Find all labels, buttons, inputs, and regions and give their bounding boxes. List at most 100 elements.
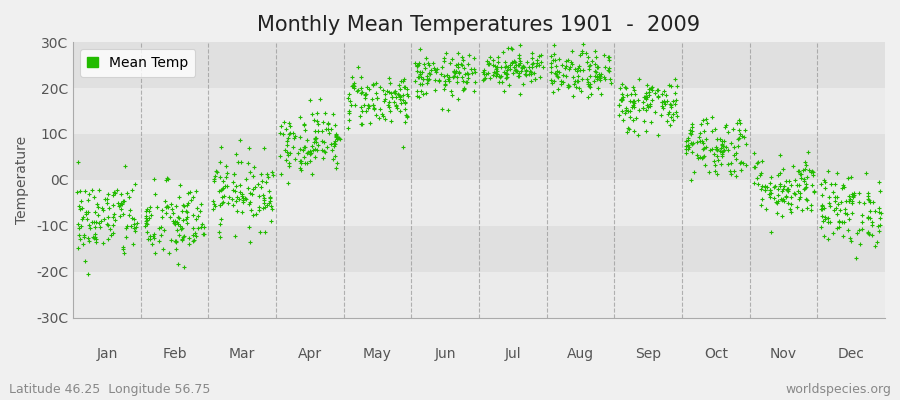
Point (230, 198, 244, 204)
Point (277, 147, 292, 153)
Point (139, 213, 153, 220)
Point (534, 59, 548, 65)
Point (762, 180, 777, 186)
Point (389, 93, 403, 100)
Point (545, 57, 560, 64)
Point (817, 216, 832, 222)
Point (860, 214, 875, 221)
Point (657, 98, 671, 104)
Point (796, 178, 811, 184)
Point (460, 69, 474, 76)
Point (185, 224, 200, 231)
Point (210, 169, 224, 176)
Point (359, 90, 374, 97)
Point (111, 200, 125, 206)
Point (818, 184, 832, 191)
Point (864, 232, 878, 238)
Point (213, 202, 228, 208)
Point (444, 88, 458, 95)
Point (113, 205, 128, 212)
Point (718, 124, 733, 130)
Point (770, 198, 785, 204)
Point (716, 138, 730, 144)
Point (680, 136, 695, 143)
Point (583, 62, 598, 68)
Point (319, 126, 333, 132)
Point (561, 82, 575, 88)
Point (512, 69, 526, 76)
Point (696, 154, 710, 160)
Point (735, 133, 750, 140)
Point (212, 174, 227, 180)
Point (508, 68, 523, 74)
Point (245, 190, 259, 197)
Point (99, 221, 113, 227)
Point (190, 213, 204, 219)
Point (412, 93, 427, 100)
Point (486, 56, 500, 63)
Point (495, 79, 509, 86)
Point (569, 84, 583, 90)
Point (615, 96, 629, 102)
Point (806, 189, 821, 195)
Point (497, 87, 511, 94)
Point (795, 207, 809, 213)
Point (613, 85, 627, 92)
Point (346, 83, 360, 89)
Point (697, 146, 711, 152)
Point (567, 81, 581, 87)
Point (241, 200, 256, 207)
Point (376, 112, 391, 119)
Point (282, 163, 296, 169)
Point (511, 62, 526, 68)
Point (449, 62, 464, 69)
Point (436, 72, 451, 79)
Point (800, 205, 814, 211)
Point (763, 194, 778, 200)
Point (213, 216, 228, 222)
Point (707, 162, 722, 168)
Point (580, 81, 595, 87)
Point (194, 224, 208, 230)
Point (804, 202, 818, 208)
Point (559, 63, 573, 70)
Point (422, 62, 436, 68)
Point (476, 75, 491, 82)
Point (231, 158, 246, 165)
Point (626, 128, 641, 134)
Point (139, 215, 153, 222)
Point (709, 170, 724, 177)
Point (533, 74, 547, 80)
Point (279, 157, 293, 164)
Point (590, 64, 605, 71)
Point (251, 204, 266, 211)
Point (868, 243, 883, 249)
Point (78, 209, 93, 216)
Point (354, 89, 368, 96)
Point (620, 92, 634, 98)
Point (524, 77, 538, 84)
Point (182, 235, 196, 241)
Point (575, 48, 590, 54)
Point (279, 126, 293, 132)
Point (872, 205, 886, 211)
Point (327, 140, 341, 146)
Point (412, 71, 427, 77)
Point (186, 232, 201, 238)
Point (140, 208, 154, 214)
Point (100, 196, 114, 202)
Point (166, 220, 181, 226)
Point (836, 182, 850, 189)
Point (551, 74, 565, 80)
Point (598, 64, 612, 70)
Point (730, 143, 744, 149)
Point (840, 211, 854, 218)
Point (616, 94, 630, 100)
Point (392, 81, 406, 88)
Point (522, 64, 536, 70)
Point (769, 199, 783, 205)
Point (516, 81, 530, 87)
Point (719, 144, 733, 150)
Point (427, 64, 441, 71)
Point (263, 198, 277, 205)
